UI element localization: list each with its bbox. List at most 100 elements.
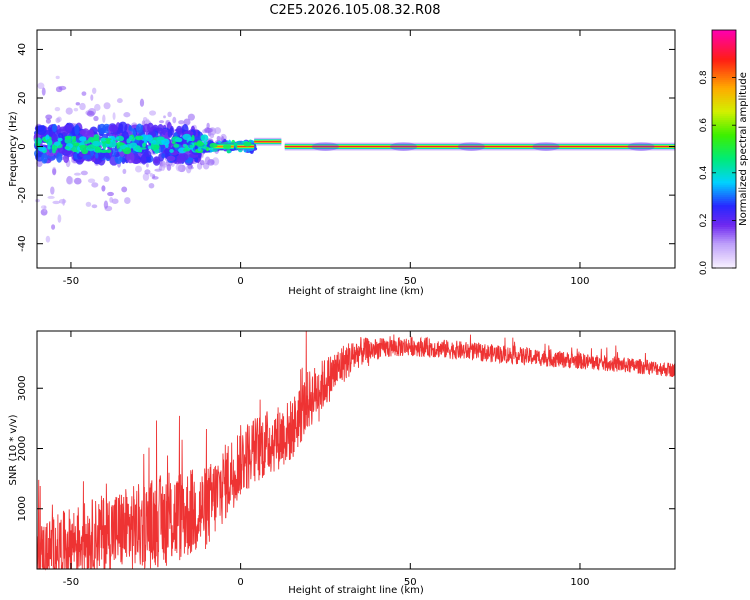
- spectrogram-y-tick-label: 40: [17, 43, 28, 56]
- snr-panel: -50 0 50 100 1000 2000 3000 Height of straigh…: [8, 330, 676, 596]
- spectrogram-cell: [95, 149, 103, 153]
- colorbar-step: [712, 216, 736, 220]
- colorbar-step: [712, 143, 736, 146]
- colorbar-step: [712, 89, 736, 93]
- spectrogram-cell: [209, 142, 218, 148]
- spectrogram-cell: [103, 175, 110, 182]
- colorbar-step: [712, 49, 736, 53]
- spectrogram-cell: [45, 114, 53, 120]
- colorbar-step: [712, 174, 736, 178]
- spectrogram-cell: [79, 102, 86, 111]
- spectrogram-cell: [57, 214, 62, 223]
- colorbar-step: [712, 145, 736, 148]
- colorbar-label: Normalized spectral amplitude: [738, 72, 749, 226]
- colorbar-step: [712, 123, 736, 126]
- snr-x-axis: -50 0 50 100: [63, 331, 590, 588]
- colorbar-step: [712, 105, 736, 108]
- colorbar-step: [712, 162, 736, 166]
- colorbar-step: [712, 218, 736, 221]
- colorbar-step: [712, 182, 736, 186]
- colorbar-step: [712, 117, 736, 120]
- spectrogram-cell: [129, 142, 138, 149]
- colorbar-step: [712, 137, 736, 140]
- colorbar-step: [712, 262, 736, 265]
- colorbar-step: [712, 190, 736, 194]
- spectrogram-cell: [52, 200, 61, 205]
- spectrogram-cell: [91, 182, 99, 188]
- snr-x-tick-label: 50: [404, 577, 417, 588]
- colorbar-step: [712, 226, 736, 229]
- spectrogram-cell: [104, 137, 112, 141]
- colorbar-step: [712, 264, 736, 267]
- spectrogram-cell: [169, 149, 174, 153]
- spectrogram-cell: [55, 117, 61, 124]
- colorbar-step: [712, 107, 736, 110]
- spectrogram-x-tick-label: -50: [63, 276, 79, 287]
- spectrogram-cell: [102, 142, 107, 150]
- spectrogram-cell: [532, 142, 560, 151]
- spectrogram-cell: [91, 204, 98, 209]
- spectrogram-cell: [205, 127, 213, 133]
- spectrogram-cell: [118, 121, 128, 133]
- colorbar-step: [712, 83, 736, 87]
- colorbar-step: [712, 152, 736, 156]
- spectrogram-y-axis: -40 -20 0 20 40: [17, 43, 675, 252]
- colorbar-step: [712, 45, 736, 49]
- spectrogram-cell: [79, 129, 86, 135]
- colorbar-step: [712, 156, 736, 160]
- snr-x-tick-label: 0: [237, 577, 243, 588]
- spectrogram-cell: [80, 170, 88, 176]
- spectrogram-cell: [34, 137, 43, 145]
- spectrogram-cell: [183, 148, 188, 152]
- spectrogram-cell: [138, 149, 143, 153]
- colorbar-step: [712, 95, 736, 99]
- snr-x-tick-label: 100: [570, 577, 589, 588]
- spectrogram-cell: [47, 195, 55, 199]
- colorbar-tick-label: 0.8: [699, 70, 709, 85]
- spectrogram-cell: [126, 151, 135, 164]
- spectrogram-cell: [66, 175, 73, 185]
- colorbar-step: [712, 59, 736, 63]
- colorbar-step: [712, 55, 736, 59]
- spectrogram-cell: [107, 191, 114, 197]
- spectrogram-cell: [52, 168, 57, 176]
- spectrogram-cell: [103, 102, 111, 110]
- spectrogram-cell: [91, 87, 97, 94]
- spectrogram-cell: [146, 163, 149, 168]
- colorbar-step: [712, 224, 736, 227]
- spectrogram-cell: [73, 136, 77, 140]
- spectrogram-cell: [100, 137, 107, 142]
- spectrogram-cell: [106, 149, 112, 153]
- colorbar-step: [712, 220, 736, 223]
- spectrogram-cell: [75, 102, 81, 106]
- spectrogram-cell: [134, 135, 144, 141]
- spectrogram-y-tick-label: 0: [17, 143, 28, 149]
- spectrogram-cell: [205, 146, 209, 152]
- spectrogram-cell: [35, 199, 40, 203]
- colorbar-step: [712, 61, 736, 65]
- spectrogram-cell: [53, 141, 61, 146]
- spectrogram-cell: [176, 154, 186, 164]
- colorbar-step: [712, 31, 736, 35]
- spectrogram-y-tick-label: -20: [17, 187, 28, 203]
- spectrogram-cell: [92, 140, 100, 147]
- spectrogram-cell: [149, 110, 157, 116]
- colorbar-step: [712, 79, 736, 83]
- spectrogram-cell: [57, 137, 63, 142]
- colorbar-step: [712, 160, 736, 164]
- colorbar-step: [712, 53, 736, 57]
- snr-y-label: SNR (10 * v/v): [8, 414, 19, 485]
- colorbar-step: [712, 260, 736, 263]
- colorbar-step: [712, 77, 736, 81]
- colorbar-step: [712, 212, 736, 216]
- snr-frame: [36, 330, 676, 570]
- colorbar-step: [712, 67, 736, 71]
- colorbar-step: [712, 154, 736, 158]
- colorbar-step: [712, 35, 736, 39]
- spectrogram-cell: [123, 112, 131, 118]
- snr-y-tick-label: 2000: [17, 436, 28, 461]
- colorbar-step: [712, 147, 736, 150]
- colorbar-step: [712, 192, 736, 196]
- colorbar-step: [712, 141, 736, 144]
